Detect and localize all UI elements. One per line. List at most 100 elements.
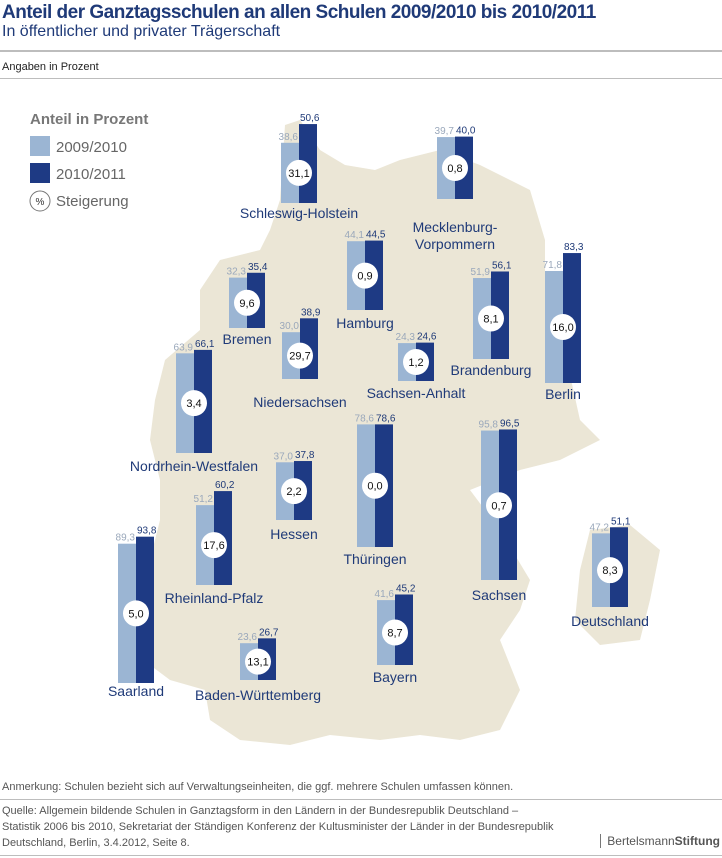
region-label: Sachsen-Anhalt: [367, 385, 466, 401]
region-label: Thüringen: [343, 551, 406, 567]
value-label-2009: 78,6: [355, 413, 375, 424]
change-label: 3,4: [186, 398, 201, 410]
change-circle: [281, 478, 307, 505]
value-label-2009: 63,9: [174, 342, 194, 353]
region-label: Rheinland-Pfalz: [165, 590, 264, 606]
region-label: Vorpommern: [415, 236, 495, 252]
value-label-2009: 44,1: [345, 230, 365, 241]
value-label-2010: 50,6: [300, 113, 320, 124]
value-label-2010: 60,2: [215, 480, 235, 491]
value-label-2010: 26,7: [259, 627, 279, 638]
value-label-2009: 38,6: [279, 132, 299, 143]
value-label-2009: 71,8: [543, 260, 563, 271]
change-label: 0,9: [357, 271, 372, 283]
value-label-2009: 51,9: [471, 267, 491, 278]
change-circle: [550, 313, 576, 340]
region-label: Nordrhein-Westfalen: [130, 458, 258, 474]
chart-subtitle: In öffentlicher und privater Trägerschaf…: [2, 23, 281, 40]
change-label: 5,0: [128, 608, 143, 620]
chart-title: Anteil der Ganztagsschulen an allen Schu…: [2, 2, 596, 23]
value-label-2009: 41,6: [375, 589, 395, 600]
unit-label: Angaben in Prozent: [2, 61, 99, 73]
value-label-2010: 78,6: [376, 413, 396, 424]
divider: [0, 50, 722, 52]
change-label: 2,2: [286, 486, 301, 498]
value-label-2010: 37,8: [295, 450, 315, 461]
change-circle: [478, 305, 504, 332]
change-label: 0,7: [491, 500, 506, 512]
change-circle: [201, 532, 227, 559]
region-label: Brandenburg: [451, 362, 532, 378]
value-label-2010: 24,6: [417, 332, 437, 343]
change-label: 0,0: [367, 481, 382, 493]
region-label: Mecklenburg-: [413, 219, 498, 235]
change-circle: [597, 557, 623, 584]
value-label-2009: 32,3: [227, 267, 247, 278]
value-label-2010: 45,2: [396, 583, 416, 594]
divider: [0, 799, 722, 800]
change-circle: [123, 600, 149, 627]
region-label: Bremen: [222, 331, 271, 347]
change-circle: [382, 619, 408, 646]
change-circle: [352, 262, 378, 289]
value-label-2009: 23,6: [238, 632, 258, 643]
region-label: Schleswig-Holstein: [240, 205, 358, 221]
source-line: Statistik 2006 bis 2010, Sekretariat der…: [2, 821, 554, 833]
divider: [0, 855, 722, 856]
region-label: Berlin: [545, 386, 581, 402]
region-label: Sachsen: [472, 587, 526, 603]
legend-circle-icon: [29, 190, 51, 212]
change-circle: [245, 648, 271, 675]
change-label: 17,6: [203, 540, 224, 552]
change-label: 13,1: [247, 657, 268, 669]
change-circle: [234, 289, 260, 316]
value-label-2010: 40,0: [456, 126, 476, 137]
change-circle: [486, 492, 512, 519]
change-label: 8,7: [387, 628, 402, 640]
footnote: Anmerkung: Schulen bezieht sich auf Verw…: [2, 781, 514, 793]
value-label-2010: 96,5: [500, 418, 520, 429]
region-label: Saarland: [108, 683, 164, 699]
legend-label: 2009/2010: [56, 139, 127, 156]
change-label: 1,2: [408, 357, 423, 369]
region-label: Niedersachsen: [253, 394, 346, 410]
region-label: Baden-Württemberg: [195, 687, 321, 703]
value-label-2009: 51,2: [194, 494, 214, 505]
logo-part: Stiftung: [674, 834, 720, 848]
change-label: 0,8: [447, 163, 462, 175]
source-line: Deutschland, Berlin, 3.4.2012, Seite 8.: [2, 837, 190, 849]
source-line: Quelle: Allgemein bildende Schulen in Ga…: [2, 805, 519, 817]
legend-title: Anteil in Prozent: [30, 111, 148, 128]
change-label: 16,0: [552, 322, 573, 334]
value-label-2009: 30,0: [280, 321, 300, 332]
change-label: 8,3: [602, 565, 617, 577]
value-label-2009: 95,8: [479, 420, 499, 431]
change-circle: [362, 472, 388, 499]
value-label-2010: 51,1: [611, 516, 631, 527]
legend-label: Steigerung: [56, 193, 129, 210]
change-circle: [442, 155, 468, 182]
region-label: Bayern: [373, 669, 417, 685]
change-circle: [181, 390, 207, 417]
value-label-2009: 37,0: [274, 451, 294, 462]
value-label-2010: 93,8: [137, 526, 157, 537]
legend-swatch-2009: [30, 136, 50, 156]
value-label-2010: 44,5: [366, 230, 386, 241]
region-label: Deutschland: [571, 613, 649, 629]
value-label-2010: 66,1: [195, 339, 215, 350]
bertelsmann-logo: BertelsmannStiftung: [600, 834, 720, 848]
change-circle: [403, 349, 429, 376]
change-label: 9,6: [239, 298, 254, 310]
value-label-2010: 83,3: [564, 242, 584, 253]
legend-label: 2010/2011: [56, 166, 126, 183]
legend-swatch-2010: [30, 163, 50, 183]
map-chart: Anteil in Prozent 2009/2010 2010/2011% Stei…: [29, 111, 660, 745]
change-circle: [287, 342, 313, 369]
region-label: Hamburg: [336, 315, 394, 331]
change-circle: [286, 159, 312, 186]
value-label-2010: 35,4: [248, 262, 268, 273]
divider: [0, 78, 722, 79]
value-label-2009: 89,3: [116, 533, 136, 544]
legend-circle-symbol: %: [36, 197, 45, 208]
